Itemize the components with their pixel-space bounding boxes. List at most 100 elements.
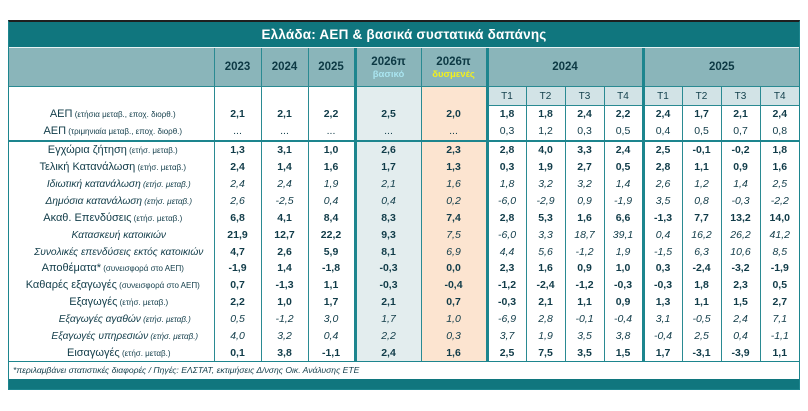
quarter-label: T2: [682, 86, 722, 106]
value-cell: 8,4: [308, 209, 356, 227]
quarter-row-spacer: [421, 86, 488, 106]
value-cell: 0,3: [641, 260, 683, 277]
value-cell: 4,7: [214, 243, 262, 261]
value-cell: 2,2: [308, 105, 356, 123]
value-cell: 1,6: [565, 209, 605, 227]
value-cell: 2,4: [565, 105, 605, 123]
value-cell: 2,4: [604, 140, 644, 159]
value-cell: 3,2: [565, 175, 605, 193]
value-cell: 2,4: [214, 158, 262, 176]
value-cell: 3,5: [565, 344, 605, 362]
value-cell: 0,3: [421, 327, 488, 345]
value-cell: 1,8: [485, 175, 527, 193]
row-label: Εξαγωγές (ετήσ. μεταβ.): [9, 293, 215, 311]
value-cell: -0,3: [353, 276, 422, 294]
table-row: Συνολικές επενδύσεις εκτός κατοικιών 4,7 2…: [9, 243, 799, 261]
value-cell: 1,4: [261, 260, 309, 277]
value-cell: -1,1: [770, 330, 789, 343]
value-cell: 1,5: [604, 344, 644, 362]
value-cell: ...: [421, 122, 488, 142]
table-row: Ιδιωτική κατανάλωση (ετήσ. μεταβ.) 2,4 2,4…: [9, 175, 799, 193]
value-cell: -2,4: [526, 276, 566, 294]
value-cell: 10,6: [721, 243, 761, 261]
value-cell: 0,3: [565, 122, 605, 142]
value-cell: 41,2: [769, 228, 790, 241]
value-cell: 1,9: [308, 175, 356, 193]
value-cell: 0,7: [421, 293, 488, 311]
value-cell: 3,3: [565, 140, 605, 159]
value-cell: -1,3: [641, 209, 683, 227]
value-cell: 4,4: [485, 243, 527, 261]
value-cell: 0,4: [308, 327, 356, 345]
value-cell: 0,9: [604, 293, 644, 311]
value-cell: -0,3: [485, 293, 527, 311]
gdp-table: Ελλάδα: ΑΕΠ & βασικά συστατικά δαπάνης 2…: [8, 20, 800, 391]
value-cell: -0,1: [565, 310, 605, 328]
value-cell: 4,0: [526, 140, 566, 159]
value-cell: 3,0: [308, 310, 356, 328]
value-cell: 1,6: [772, 161, 788, 174]
value-cell: -0,3: [604, 276, 644, 294]
row-label: Καθαρές εξαγωγές (συνεισφορά στο ΑΕΠ): [9, 276, 215, 294]
value-cell: 1,6: [421, 344, 488, 362]
value-cell: 2,1: [353, 293, 422, 311]
value-cell: -1,5: [641, 243, 683, 261]
value-cell: 1,3: [214, 140, 262, 159]
row-label: Εισαγωγές (ετήσ. μεταβ.): [9, 344, 215, 362]
value-cell: 22,2: [308, 226, 356, 244]
group-header-2025: 2025: [641, 48, 799, 87]
value-cell: 0,2: [421, 192, 488, 210]
year-header-row: 2023 2024 2025 2026π βασικό 2026π δυσμεν…: [9, 48, 799, 87]
value-cell: 0,5: [772, 279, 788, 292]
value-cell: 0,1: [214, 344, 262, 362]
value-cell: -1,2: [565, 276, 605, 294]
value-cell: 1,1: [682, 293, 722, 311]
value-cell: -2,4: [682, 260, 722, 277]
value-cell: -0,4: [641, 327, 683, 345]
value-cell: -1,9: [770, 262, 789, 275]
value-cell: 1,1: [565, 293, 605, 311]
value-cell: 2,3: [721, 276, 761, 294]
value-cell: 0,5: [682, 122, 722, 142]
value-cell: 3,1: [641, 310, 683, 328]
bottom-bar: [9, 379, 799, 390]
value-cell: -3,1: [682, 344, 722, 362]
value-cell: 2,1: [721, 105, 761, 123]
value-cell: 1,9: [526, 327, 566, 345]
row-label: Ιδιωτική κατανάλωση (ετήσ. μεταβ.): [9, 175, 215, 193]
value-cell: 3,5: [641, 192, 683, 210]
row-label: Εξαγωγές αγαθών (ετήσ. μεταβ.): [9, 310, 215, 328]
value-cell: 0,8: [760, 122, 799, 142]
value-cell: 0,4: [641, 122, 683, 142]
value-cell: 3,8: [604, 327, 644, 345]
scenario-label-adverse: δυσμενές: [432, 69, 475, 80]
table-row: Εγχώρια ζήτηση (ετήσ. μεταβ.) 1,3 3,1 1,0 2,…: [9, 140, 799, 159]
value-cell: 6,8: [214, 209, 262, 227]
col-header-2026-adverse: 2026π δυσμενές: [421, 48, 488, 87]
value-cell: 1,3: [641, 293, 683, 311]
value-cell: 2,1: [526, 293, 566, 311]
value-cell: 2,3: [485, 260, 527, 277]
value-cell: 8,5: [772, 245, 788, 258]
value-cell: 1,1: [308, 276, 356, 294]
value-cell: 1,2: [682, 175, 722, 193]
value-cell: 2,2: [353, 327, 422, 345]
value-cell: 0,3: [485, 158, 527, 176]
data-table: 2023 2024 2025 2026π βασικό 2026π δυσμεν…: [9, 48, 799, 362]
value-cell: 1,0: [308, 140, 356, 159]
value-cell: 21,9: [214, 226, 262, 244]
value-cell: 7,5: [526, 344, 566, 362]
value-cell: 2,6: [261, 243, 309, 261]
value-cell: 1,6: [526, 260, 566, 277]
value-cell: 1,0: [604, 260, 644, 277]
value-cell: 3,3: [526, 226, 566, 244]
col-header-2025: 2025: [308, 48, 356, 87]
value-cell: 2,4: [721, 310, 761, 328]
quarter-label: T1: [485, 86, 527, 106]
value-cell: 26,2: [721, 226, 761, 244]
value-cell: -3,9: [721, 344, 761, 362]
value-cell: 7,5: [421, 226, 488, 244]
value-cell: 1,8: [772, 144, 788, 157]
value-cell: -1,3: [261, 276, 309, 294]
value-cell: -0,2: [721, 140, 761, 159]
